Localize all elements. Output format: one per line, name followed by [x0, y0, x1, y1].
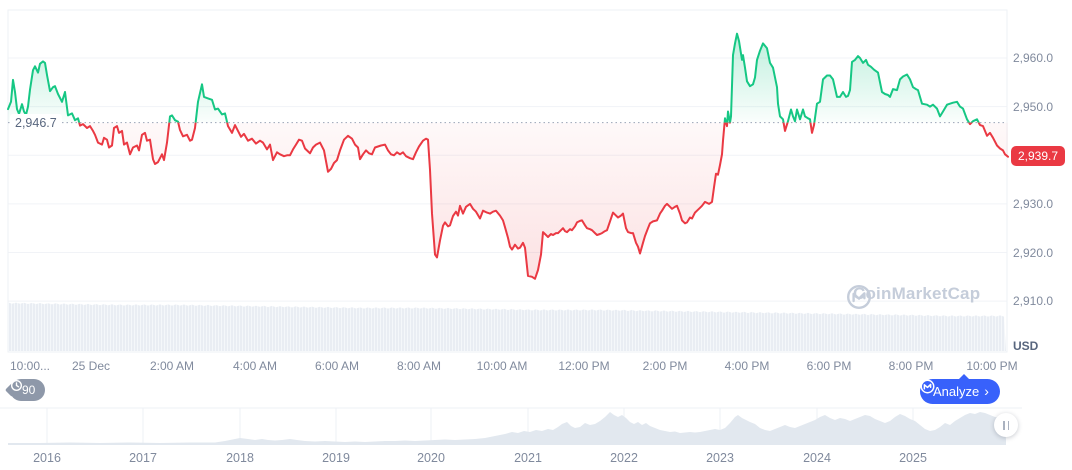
timeline-year-label[interactable]: 2020 [417, 451, 445, 465]
timeline-year-label[interactable]: 2023 [706, 451, 734, 465]
price-area-down [8, 122, 1008, 279]
price-axis-label: 2,910.0 [1013, 294, 1054, 309]
price-line-up [7, 32, 980, 123]
time-axis-label: 10:00 PM [966, 359, 1018, 373]
coinmarketcap-watermark: CoinMarketCap [846, 284, 981, 310]
history-badge-value: 90 [22, 383, 36, 397]
baseline-price-label: 2,946.7 [10, 113, 62, 132]
history-brush-area[interactable] [8, 412, 1006, 445]
time-axis-label: 2:00 AM [149, 359, 195, 373]
time-axis-label: 8:00 AM [396, 359, 442, 373]
timeline-year-label[interactable]: 2025 [899, 451, 927, 465]
analyze-button[interactable]: Analyze › [920, 374, 1000, 404]
time-axis-label: 4:00 AM [232, 359, 278, 373]
price-axis-label: 2,960.0 [1013, 51, 1054, 65]
chevron-right-icon: › [984, 383, 989, 399]
volume-bars [8, 302, 1006, 351]
timeline-year-label[interactable]: 2021 [514, 451, 542, 465]
brush-drag-handle[interactable] [994, 413, 1018, 437]
time-axis-label: 6:00 AM [314, 359, 360, 373]
timeline-year-label[interactable]: 2017 [129, 451, 157, 465]
time-axis-label: 10:00 AM [476, 359, 528, 373]
history-badge[interactable]: 90 [10, 379, 46, 401]
watermark-text: CoinMarketCap [853, 284, 981, 303]
currency-unit-label: USD [1013, 339, 1039, 353]
time-axis-label: 6:00 PM [806, 359, 852, 373]
price-axis-label: 2,920.0 [1013, 245, 1054, 260]
time-axis-label: 10:00... [9, 359, 51, 373]
time-axis-label: 4:00 PM [724, 359, 770, 373]
timeline-year-label[interactable]: 2016 [33, 451, 61, 465]
price-area-up [8, 33, 979, 123]
timeline-year-label[interactable]: 2024 [803, 451, 831, 465]
price-axis-label: 2,930.0 [1013, 196, 1054, 211]
time-axis-label: 2:00 PM [642, 359, 688, 373]
timeline-year-label[interactable]: 2019 [322, 451, 350, 465]
time-axis-label: 25 Dec [71, 359, 111, 373]
timeline-year-label[interactable]: 2022 [610, 451, 638, 465]
current-price-badge: 2,939.7 [1011, 145, 1066, 166]
plot-border [7, 9, 1008, 353]
price-axis-label: 2,950.0 [1013, 99, 1054, 114]
price-line-down [78, 122, 1009, 280]
timeline-year-label[interactable]: 2018 [226, 451, 254, 465]
time-axis-label: 12:00 PM [558, 359, 610, 373]
analyze-button-label: Analyze [933, 384, 980, 399]
time-axis-label: 8:00 PM [888, 359, 934, 373]
